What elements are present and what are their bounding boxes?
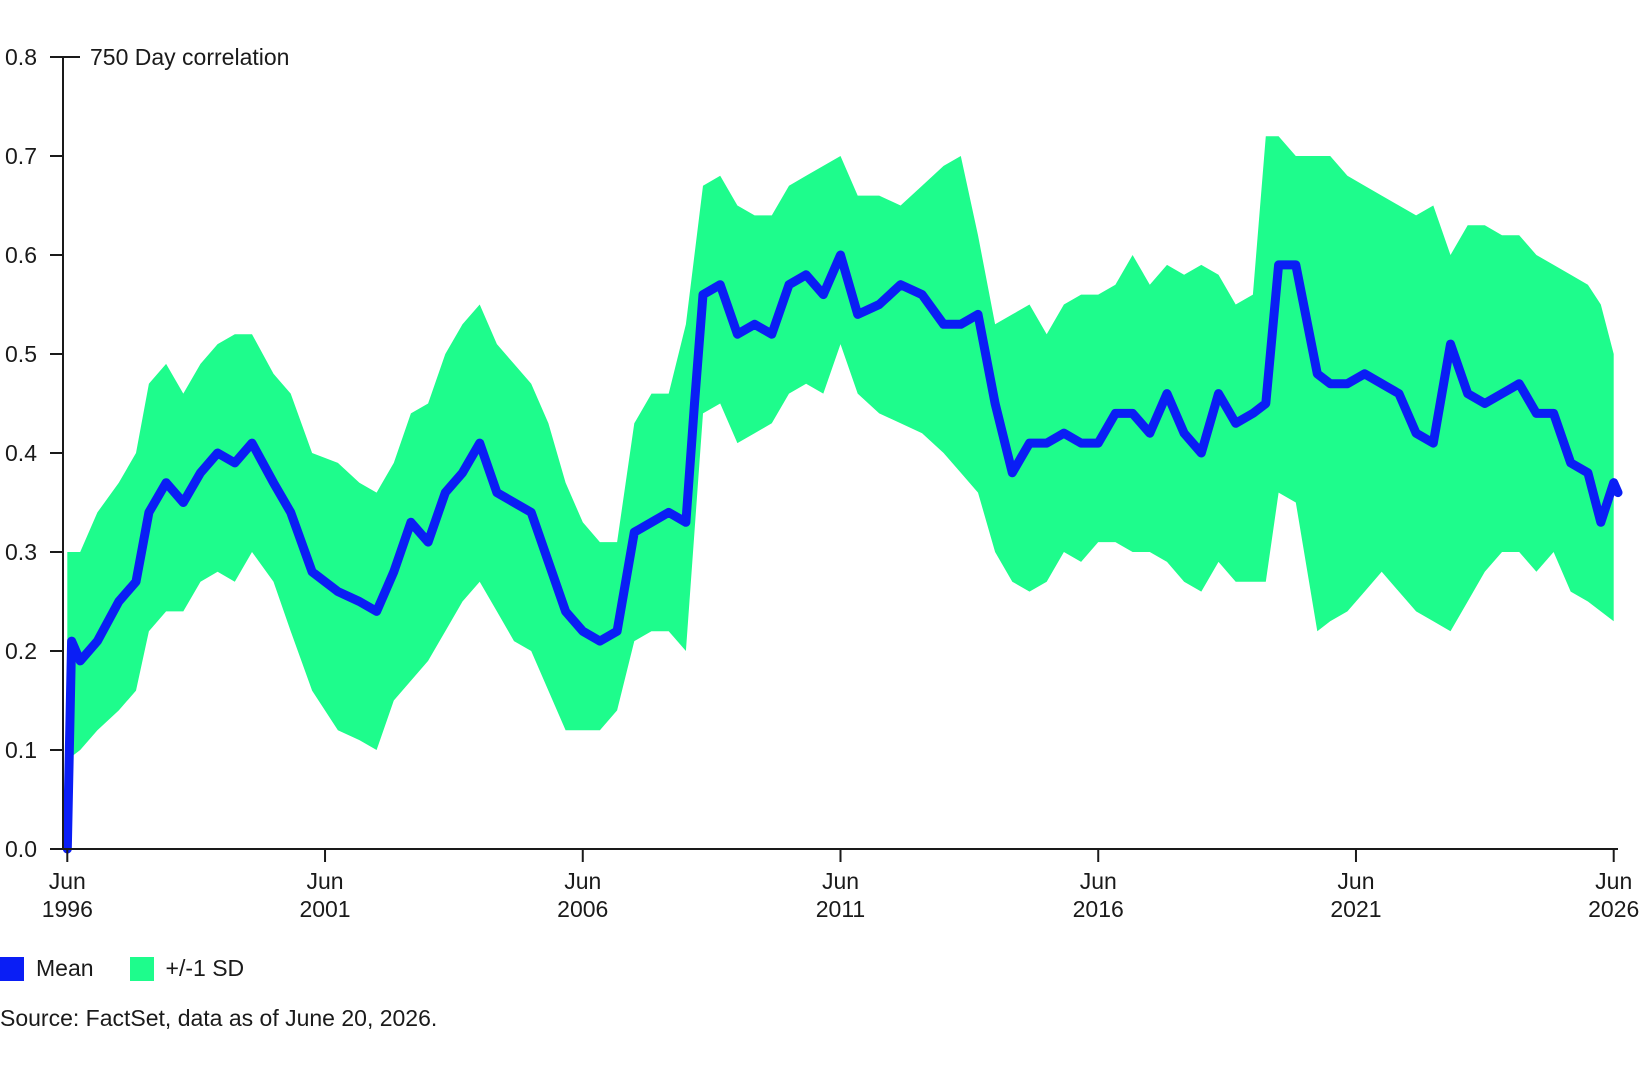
y-tick-label: 0.4 (5, 440, 37, 466)
axes-layer: 0.00.10.20.30.40.50.60.70.8Jun1996Jun200… (5, 44, 1639, 922)
mean-line-layer (62, 250, 1623, 854)
x-tick-label-month: Jun (1080, 868, 1117, 894)
y-tick-label: 0.6 (5, 242, 37, 268)
y-axis-label: 750 Day correlation (90, 44, 289, 70)
x-tick-label-year: 2016 (1073, 896, 1124, 922)
x-tick-label-month: Jun (1595, 868, 1632, 894)
x-tick-label-year: 1996 (42, 896, 93, 922)
x-tick-label-month: Jun (822, 868, 859, 894)
mean-line (62, 250, 1623, 854)
x-tick-label-year: 2001 (299, 896, 350, 922)
x-tick-label-year: 2021 (1330, 896, 1381, 922)
legend-sd-label: +/-1 SD (165, 955, 245, 981)
x-tick-label-year: 2011 (816, 896, 865, 922)
y-tick-label: 0.3 (5, 539, 37, 565)
mean-swatch (0, 956, 24, 981)
chart-legend: Mean +/-1 SD (0, 955, 280, 982)
x-tick-label-month: Jun (564, 868, 601, 894)
legend-mean-label: Mean (36, 955, 94, 981)
correlation-chart: 0.00.10.20.30.40.50.60.70.8Jun1996Jun200… (5, 44, 1639, 922)
legend-item-mean: Mean (0, 955, 94, 982)
y-tick-label: 0.2 (5, 638, 37, 664)
y-tick-label: 0.8 (5, 44, 37, 70)
y-tick-label: 0.5 (5, 341, 37, 367)
x-tick-label-month: Jun (1337, 868, 1374, 894)
x-tick-label-year: 2026 (1588, 896, 1639, 922)
y-tick-label: 0.1 (5, 737, 37, 763)
sd-swatch (129, 956, 154, 981)
sd-band-layer (67, 136, 1614, 760)
x-tick-label-month: Jun (49, 868, 86, 894)
source-note: Source: FactSet, data as of June 20, 202… (0, 1005, 438, 1031)
sd-band (67, 136, 1614, 760)
legend-item-sd: +/-1 SD (129, 955, 245, 982)
x-tick-label-month: Jun (306, 868, 343, 894)
x-tick-label-year: 2006 (557, 896, 608, 922)
y-tick-label: 0.0 (5, 836, 37, 862)
y-tick-label: 0.7 (5, 143, 37, 169)
